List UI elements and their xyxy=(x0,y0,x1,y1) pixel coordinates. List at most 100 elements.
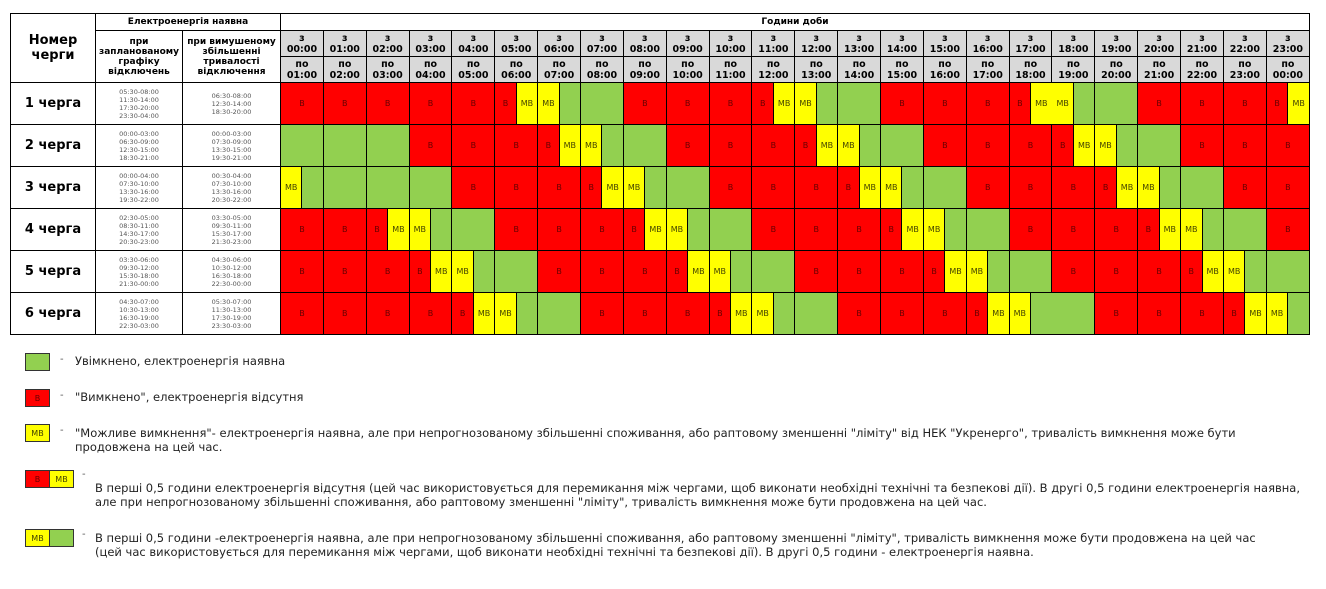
maybe-off-slot: МВ xyxy=(1158,209,1181,250)
hour-cell: МВ xyxy=(280,166,324,209)
to-prefix: по xyxy=(552,58,566,70)
from-prefix: з xyxy=(813,32,820,44)
hour-from: 18:00 xyxy=(1058,43,1089,55)
hour-cell: В xyxy=(408,124,453,167)
hour-cell: В xyxy=(751,166,796,209)
queue-number-header: Номер черги xyxy=(10,13,96,83)
hour-cell-inner: В xyxy=(709,83,752,124)
hour-cell xyxy=(1094,82,1139,125)
planned-interval: 07:30-10:00 xyxy=(119,179,159,188)
hour-cell-inner xyxy=(581,83,623,124)
from-prefix: з xyxy=(1027,32,1034,44)
forced-interval: 18:30-20:00 xyxy=(211,107,252,116)
off-slot: В xyxy=(881,209,902,250)
forced-interval: 21:30-23:00 xyxy=(211,237,252,246)
hour-cell-inner: В xyxy=(323,209,366,250)
off-slot: В xyxy=(538,167,581,208)
from-prefix: з xyxy=(556,32,562,44)
legend-dash: - xyxy=(82,469,86,480)
hour-cell: МВ xyxy=(837,124,882,167)
maybe-off-slot: МВ xyxy=(858,167,881,208)
legend-swatch-maybe: МВ xyxy=(25,424,50,442)
hour-cell: В xyxy=(922,292,967,335)
hour-from-header: з 10:00 xyxy=(708,30,753,57)
off-slot: В xyxy=(1266,209,1309,250)
hour-cell-inner: В МВ xyxy=(495,83,538,124)
hour-cell: МВ xyxy=(708,250,753,293)
hour-to: 22:00 xyxy=(1186,69,1218,81)
maybe-off-slot: МВ xyxy=(666,209,688,250)
hour-to-header: по 12:00 xyxy=(751,56,796,83)
off-slot: В xyxy=(1009,167,1052,208)
from-prefix: з xyxy=(299,32,305,44)
planned-interval: 15:30-18:00 xyxy=(119,271,159,280)
forced-interval: 00:30-04:00 xyxy=(211,171,252,180)
on-slot xyxy=(838,83,881,124)
hour-cell: В xyxy=(1222,82,1267,125)
hour-cell-inner: В xyxy=(923,125,966,166)
hour-cell-inner xyxy=(709,209,752,250)
off-slot: В xyxy=(1181,251,1202,292)
hour-cell: В МВ xyxy=(494,82,539,125)
to-prefix: по xyxy=(295,58,309,70)
to-prefix: по xyxy=(981,58,995,70)
hour-from-header: з 21:00 xyxy=(1180,30,1224,57)
hour-cell xyxy=(1008,250,1053,293)
hour-from-header: з 04:00 xyxy=(451,30,496,57)
hour-cell-inner: В xyxy=(838,251,881,292)
hour-cell-inner: В xyxy=(581,251,623,292)
off-slot: В xyxy=(1009,83,1031,124)
hour-from-header: з 11:00 xyxy=(751,30,796,57)
off-slot: В xyxy=(1138,83,1181,124)
off-slot: В xyxy=(881,293,923,334)
off-slot: В xyxy=(923,83,966,124)
hour-cell-inner: В xyxy=(1266,167,1309,208)
legend-swatch-on xyxy=(25,353,50,371)
hour-cell: В МВ xyxy=(794,124,839,167)
hour-from: 17:00 xyxy=(1015,43,1046,55)
off-slot: В xyxy=(1138,293,1181,334)
queue-row: 2 черга 00:00-03:00 06:30-09:00 12:30-15:00… xyxy=(10,124,1311,167)
to-prefix: по xyxy=(852,58,866,70)
hour-cell: МВ xyxy=(1265,292,1311,335)
off-slot: В xyxy=(1009,209,1052,250)
off-slot: В xyxy=(323,83,366,124)
hour-cell: В xyxy=(1180,82,1224,125)
forced-interval: 11:30-13:00 xyxy=(211,305,252,314)
maybe-off-slot: МВ xyxy=(644,209,666,250)
from-prefix: з xyxy=(642,32,648,44)
hour-to: 21:00 xyxy=(1144,69,1175,81)
from-prefix: з xyxy=(984,32,991,44)
forced-interval: 09:30-11:00 xyxy=(211,221,252,230)
hour-cell xyxy=(322,124,367,167)
hour-from: 10:00 xyxy=(715,43,746,55)
maybe-off-slot: МВ xyxy=(1244,293,1266,334)
hour-cell: В xyxy=(880,82,924,125)
hour-cell: МВ xyxy=(1008,292,1053,335)
hour-cell: В xyxy=(451,82,496,125)
forced-schedule: 00:30-04:00 07:30-10:00 13:30-16:00 20:30-2… xyxy=(181,166,282,209)
off-slot: В xyxy=(1138,251,1181,292)
hour-cell-inner: В xyxy=(495,125,538,166)
hour-cell xyxy=(1137,124,1182,167)
hour-from: 00:00 xyxy=(286,43,318,55)
on-slot xyxy=(709,209,752,250)
maybe-off-slot: МВ xyxy=(515,83,538,124)
queue-label: 1 черга xyxy=(10,82,96,125)
from-prefix: з xyxy=(942,32,948,44)
hour-cell-inner: В xyxy=(1138,83,1181,124)
forced-interval: 07:30-09:00 xyxy=(211,137,252,146)
queue-row: 4 черга 02:30-05:00 08:30-11:00 14:30-17:00… xyxy=(10,208,1311,251)
on-slot xyxy=(558,83,581,124)
hour-cell: МВ xyxy=(451,250,496,293)
on-slot xyxy=(1158,167,1181,208)
hour-cell-inner: В xyxy=(752,167,795,208)
hour-from-header: з 18:00 xyxy=(1051,30,1096,57)
hour-cell-inner: В xyxy=(409,293,452,334)
forced-interval: 05:30-07:00 xyxy=(211,297,252,306)
hour-from: 06:00 xyxy=(543,43,575,55)
hour-cell-inner: В xyxy=(1266,209,1309,250)
hour-cell-inner: В xyxy=(1223,125,1266,166)
on-slot xyxy=(581,83,623,124)
hour-cell: МВ xyxy=(965,250,1010,293)
